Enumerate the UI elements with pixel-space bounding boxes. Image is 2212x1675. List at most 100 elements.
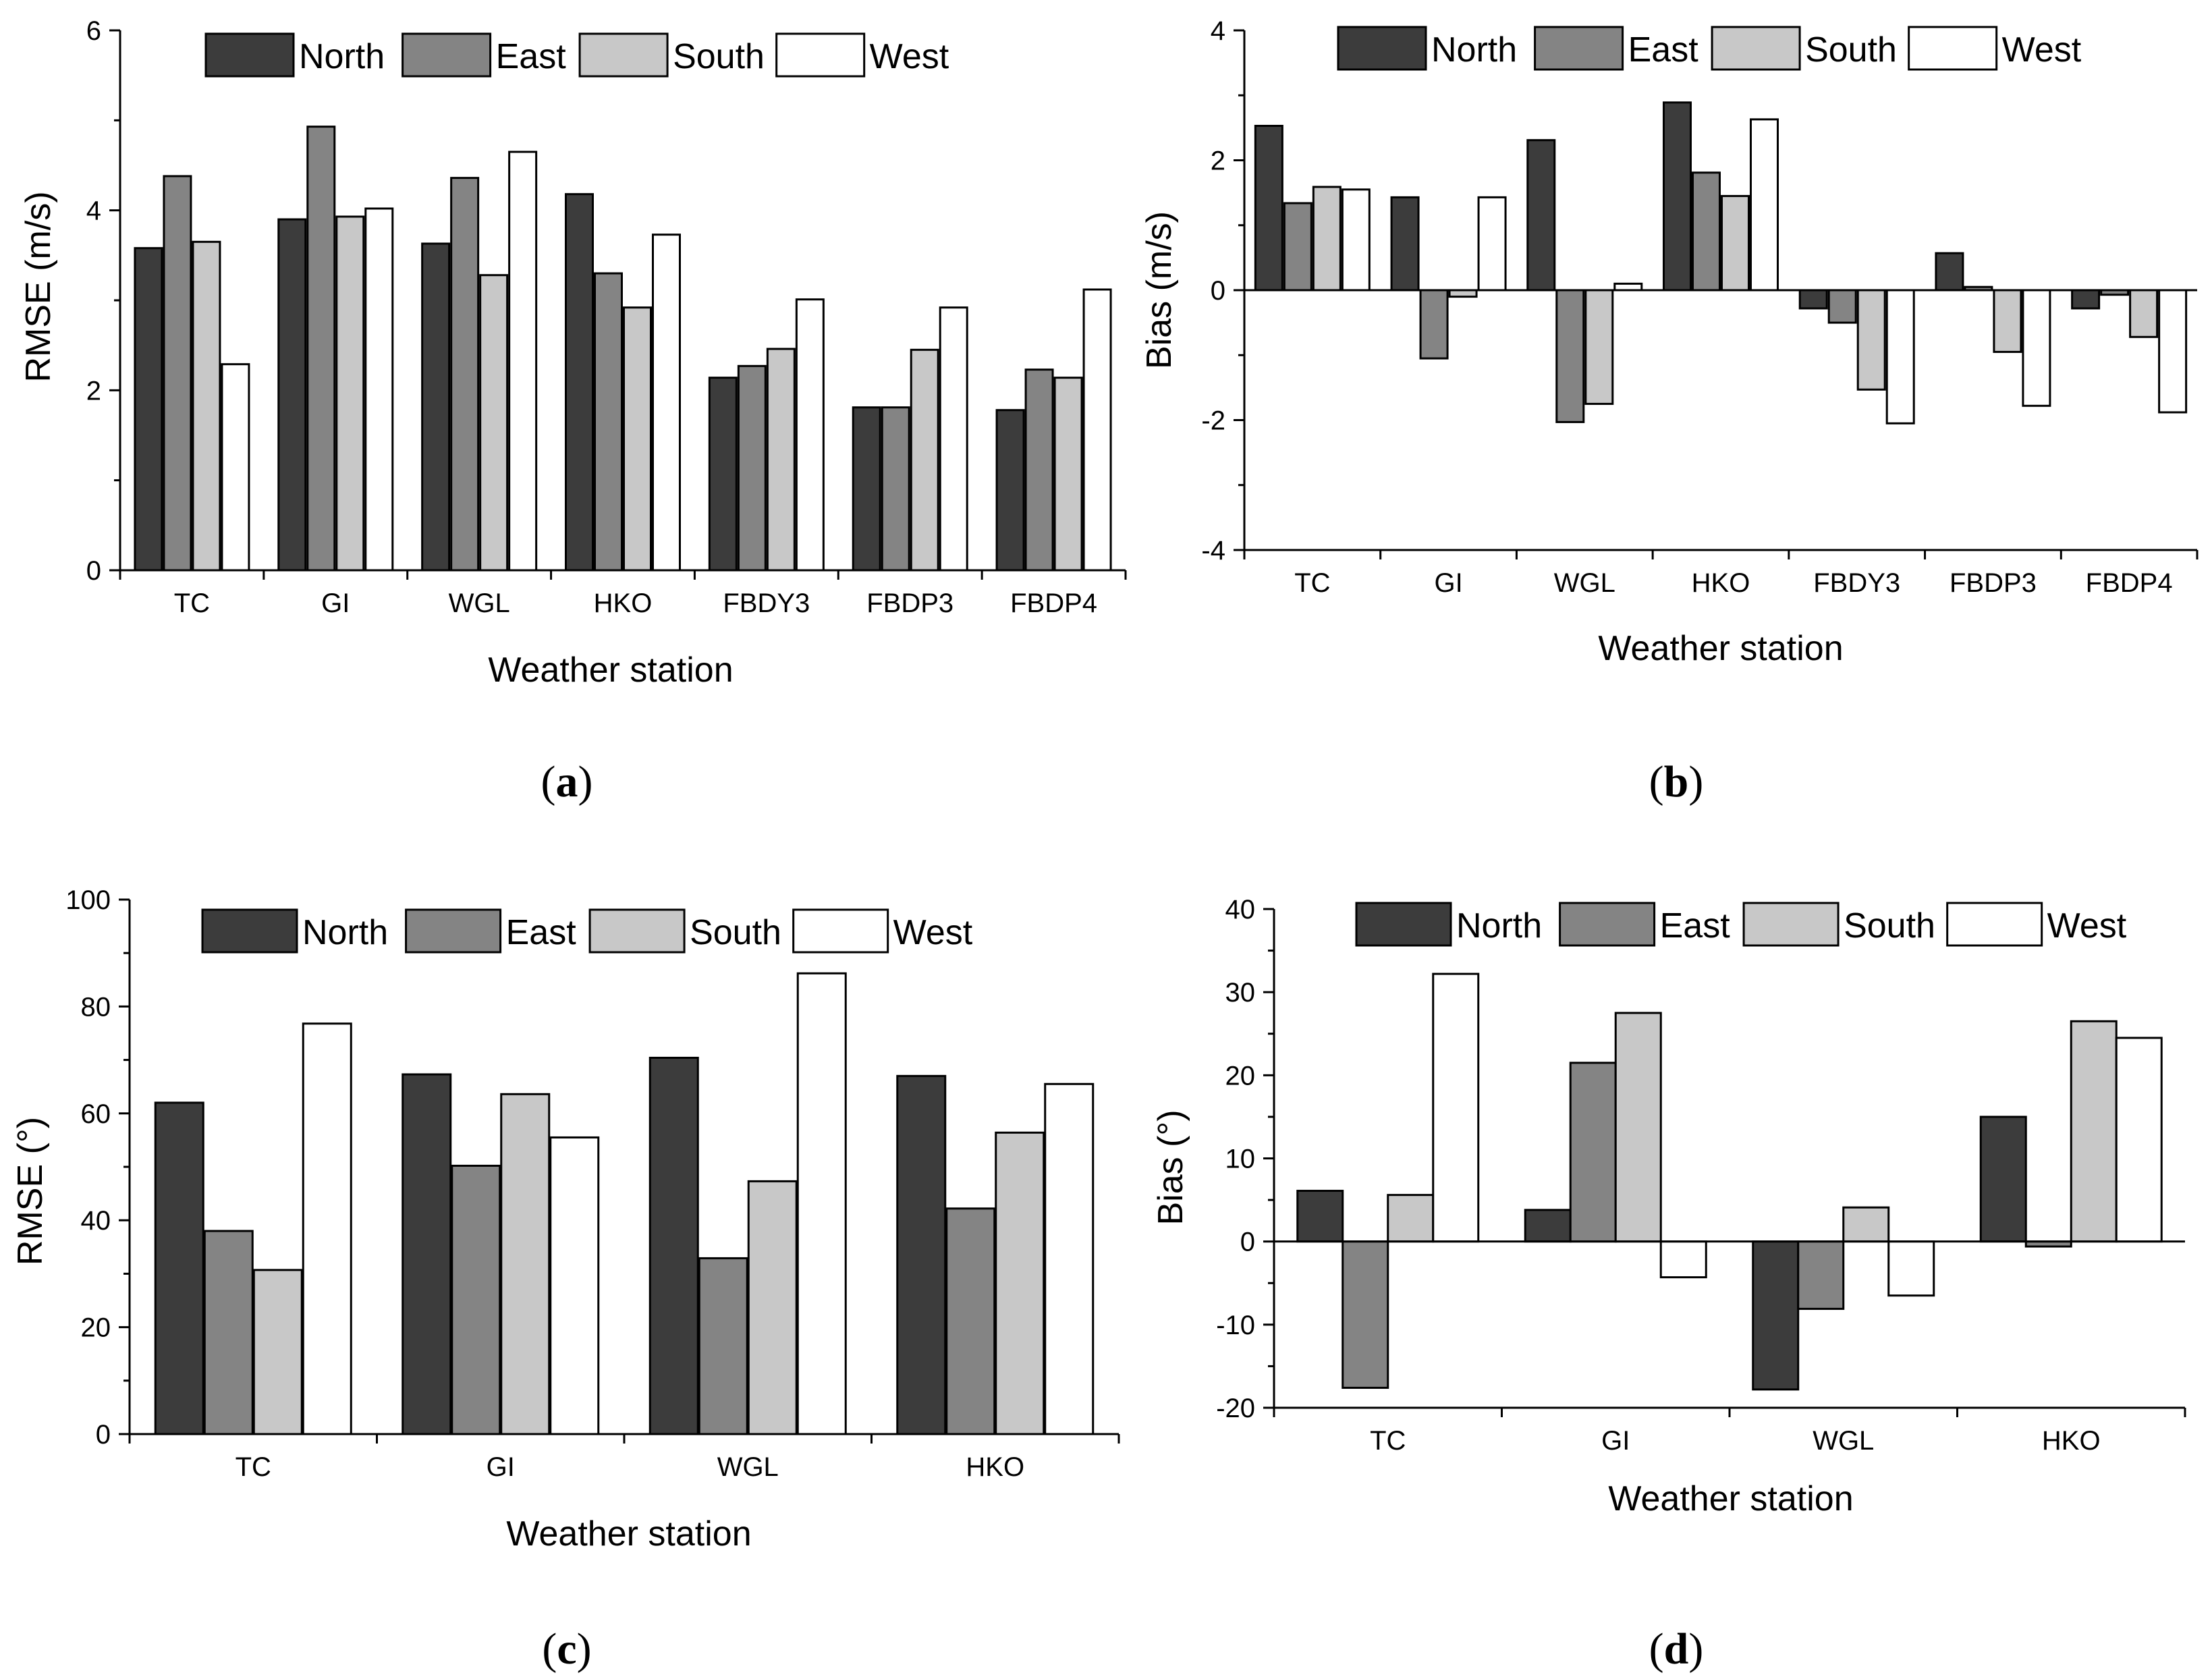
x-tick-label: TC (174, 588, 210, 618)
panel-c: 0 20 40 60 80 100 TC GI WGL HKO North East South West… (11, 885, 1120, 1674)
legend-label-west: West (2047, 906, 2127, 945)
x-tick-label: WGL (717, 1452, 779, 1482)
x-tick-label: FBDP3 (1950, 568, 2037, 598)
bar-south-gi (335, 215, 365, 572)
panel-a-ylabel: RMSE (m/s) (19, 191, 58, 382)
bar-north-tc (134, 247, 163, 572)
bar-east-fbdp3 (881, 406, 910, 572)
bar-west-hko (2115, 1037, 2163, 1243)
legend-swatch-west (775, 32, 866, 78)
x-tick-label: WGL (1813, 1426, 1874, 1456)
bar-west-gi (364, 207, 394, 572)
bar-west-fbdp3 (2022, 289, 2051, 407)
y-tick-label: 20 (81, 1313, 111, 1343)
bar-west-fbdy3 (795, 298, 825, 572)
y-tick-label: 0 (96, 1420, 111, 1450)
x-tick-label: GI (1434, 568, 1462, 598)
panel-b-ylabel: Bias (m/s) (1140, 211, 1179, 369)
panel-c-plot: 0 20 40 60 80 100 TC GI WGL HKO North East South West (65, 885, 1120, 1482)
legend-label-east: East (496, 37, 567, 76)
bar-south-fbdp3 (910, 348, 939, 572)
legend-swatch-north (1355, 902, 1452, 947)
panel-c-caption: (c) (542, 1624, 591, 1674)
bar-south-fbdp4 (1053, 377, 1083, 572)
legend-swatch-south (1742, 902, 1840, 947)
bar-west-fbdp3 (939, 306, 968, 572)
bar-west-wgl (508, 150, 538, 572)
panel-d-xlabel: Weather station (1608, 1479, 1853, 1518)
x-tick-label: HKO (1692, 568, 1750, 598)
panel-d-caption: (d) (1649, 1624, 1704, 1674)
x-tick-label: FBDY3 (1813, 568, 1900, 598)
bar-east-tc (163, 175, 192, 572)
legend-swatch-north (204, 32, 295, 78)
y-tick-label: 2 (1211, 146, 1225, 176)
legend-label-north: North (1431, 30, 1517, 70)
legend-swatch-south (588, 908, 686, 954)
panel-a-plot: 0 2 4 6 TC GI WGL HKO FBDY3 FBDP3 FBDP4 North East So… (86, 16, 1127, 618)
bar-south-fbdp3 (1993, 289, 2022, 353)
bar-north-fbdp4 (2071, 289, 2101, 310)
panel-b-plot: -4 -2 0 2 4 TC GI WGL HKO FBDY3 FBDP3 FBDP4 North Eas… (1201, 16, 2199, 598)
legend-label-south: South (1805, 30, 1897, 70)
y-tick-label: 4 (1211, 16, 1225, 46)
bar-east-wgl (1555, 289, 1585, 423)
bar-north-wgl (648, 1056, 699, 1435)
bar-west-fbdp4 (1082, 288, 1112, 572)
bar-south-wgl (479, 274, 509, 572)
bar-east-gi (1419, 289, 1449, 360)
bar-south-tc (192, 240, 221, 572)
bar-north-fbdp3 (852, 406, 881, 572)
bar-east-hko (945, 1207, 996, 1435)
bar-south-fbdp4 (2129, 289, 2159, 338)
bar-south-hko (623, 306, 652, 572)
bar-north-gi (402, 1073, 452, 1435)
y-tick-label: 2 (86, 376, 101, 406)
y-tick-label: 10 (1225, 1145, 1256, 1174)
bar-south-wgl (747, 1180, 798, 1435)
panel-a-caption: (a) (541, 757, 593, 806)
bar-south-wgl (1842, 1206, 1890, 1243)
bar-east-gi (306, 126, 336, 572)
bar-east-wgl (1797, 1240, 1845, 1310)
x-tick-label: HKO (2042, 1426, 2101, 1456)
bar-west-tc (221, 363, 250, 572)
x-tick-label: GI (487, 1452, 515, 1482)
y-tick-label: 40 (1225, 895, 1256, 925)
bar-north-hko (1663, 101, 1692, 292)
bar-west-wgl (796, 972, 847, 1435)
panel-b: -4 -2 0 2 4 TC GI WGL HKO FBDY3 FBDP3 FBDP4 North Eas… (1140, 16, 2199, 806)
legend-label-south: South (1844, 906, 1935, 945)
x-tick-label: TC (1294, 568, 1330, 598)
bar-north-fbdp3 (1935, 252, 1964, 292)
bar-west-fbdy3 (1885, 289, 1915, 424)
bar-west-gi (549, 1136, 600, 1435)
bar-south-wgl (1584, 289, 1614, 405)
bar-west-tc (1432, 972, 1480, 1243)
legend-label-west: West (893, 913, 973, 952)
legend-swatch-south (1711, 26, 1801, 71)
legend-swatch-south (578, 32, 669, 78)
legend-label-south: South (690, 913, 781, 952)
x-tick-label: HKO (966, 1452, 1024, 1482)
bar-east-fbdy3 (1827, 289, 1857, 324)
bar-east-gi (451, 1164, 501, 1435)
bar-north-hko (565, 193, 594, 572)
bar-west-tc (302, 1022, 352, 1435)
x-tick-label: FBDP3 (866, 588, 953, 618)
y-tick-label: -2 (1201, 406, 1225, 436)
y-tick-label: -10 (1216, 1311, 1255, 1340)
legend-swatch-north (1337, 26, 1427, 71)
x-tick-label: FBDY3 (723, 588, 810, 618)
y-tick-label: 0 (86, 556, 101, 586)
bar-north-wgl (1526, 139, 1556, 292)
bar-north-hko (896, 1074, 947, 1435)
bar-east-tc (1283, 202, 1312, 292)
legend-swatch-west (1908, 26, 1998, 71)
legend-swatch-west (792, 908, 889, 954)
x-tick-label: WGL (449, 588, 510, 618)
legend-label-east: East (506, 913, 577, 952)
legend-label-south: South (673, 37, 765, 76)
y-tick-label: 60 (81, 1099, 111, 1129)
